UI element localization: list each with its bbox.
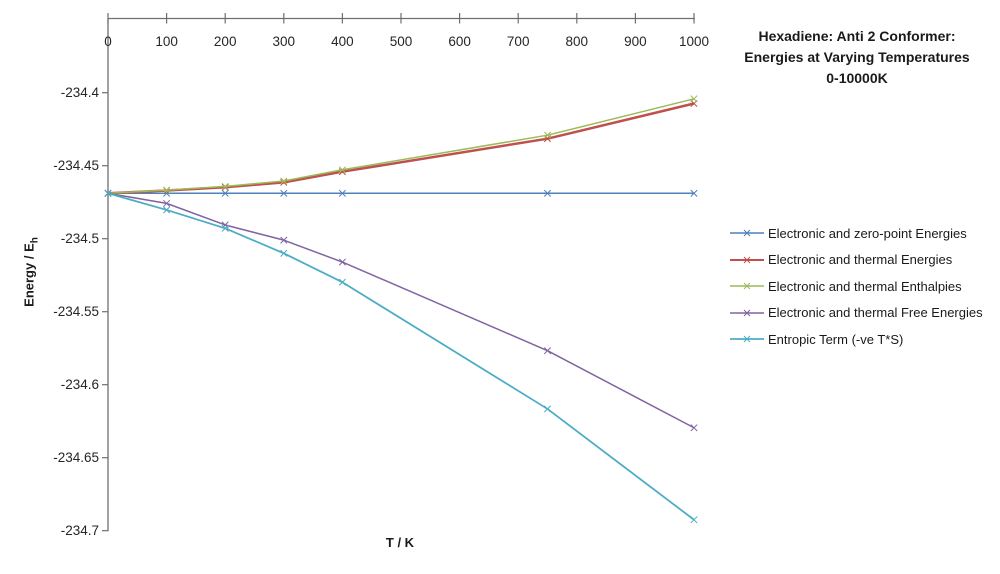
legend-item: Electronic and zero-point Energies [730, 220, 983, 247]
series-marker [221, 189, 229, 197]
series-marker [543, 347, 552, 355]
y-tick-label: -234.55 [53, 304, 99, 319]
series-marker [690, 424, 698, 432]
legend-x-marker-icon [743, 256, 751, 264]
series-marker [338, 189, 346, 197]
series-marker [104, 189, 112, 197]
series-marker [338, 166, 346, 174]
legend-line-marker-icon [730, 282, 764, 290]
series-line-2 [107, 98, 695, 195]
series-marker [221, 183, 229, 191]
legend-x-marker-icon [743, 309, 751, 317]
y-tick-label: -234.4 [61, 85, 100, 100]
legend-label: Electronic and thermal Energies [768, 252, 953, 268]
x-tick-label: 100 [155, 34, 178, 49]
legend-line-marker-icon [730, 309, 764, 317]
y-axis-title-subscript: h [29, 237, 41, 244]
series-line-3 [107, 192, 695, 429]
y-tick-label: -234.45 [53, 158, 99, 173]
legend-x-marker-icon [743, 335, 751, 343]
legend-line-marker-icon [730, 335, 764, 343]
x-tick-label: 200 [214, 34, 237, 49]
x-tick-label: 800 [566, 34, 589, 49]
legend-label: Electronic and zero-point Energies [768, 225, 967, 241]
legend-item: Entropic Term (-ve T*S) [730, 326, 983, 353]
legend-label: Entropic Term (-ve T*S) [768, 331, 904, 347]
chart-title-line-2: Energies at Varying Temperatures [744, 49, 970, 65]
x-tick-label: 0 [104, 34, 112, 49]
legend-line-marker-icon [730, 229, 764, 237]
x-tick-label: 700 [507, 34, 530, 49]
y-tick-label: -234.7 [61, 523, 99, 538]
legend: Electronic and zero-point Energies Electr… [730, 220, 983, 353]
legend-item: Electronic and thermal Energies [730, 247, 983, 274]
x-tick-label: 300 [273, 34, 296, 49]
legend-label: Electronic and thermal Enthalpies [768, 278, 962, 294]
x-tick-label: 900 [624, 34, 647, 49]
series-marker [543, 189, 552, 197]
y-tick-label: -234.6 [61, 377, 99, 392]
series-marker [163, 206, 171, 214]
legend-line-marker-icon [730, 256, 764, 264]
series-marker [163, 186, 171, 194]
series-marker [280, 189, 288, 197]
chart-title: Hexadiene: Anti 2 Conformer: Energies at… [712, 26, 1000, 89]
x-axis-title: T / K [385, 535, 415, 550]
y-tick-label: -234.5 [61, 231, 99, 246]
x-tick-label: 600 [448, 34, 471, 49]
y-tick-label: -234.65 [53, 450, 99, 465]
series-marker [543, 131, 552, 139]
series-line-4 [107, 192, 695, 521]
series-marker [163, 199, 171, 207]
chart-title-line-1: Hexadiene: Anti 2 Conformer: [758, 28, 956, 44]
legend-item: Electronic and thermal Enthalpies [730, 273, 983, 300]
series-marker [690, 189, 698, 197]
y-axis-title-text: Energy / E [21, 243, 37, 307]
series-marker [280, 249, 288, 257]
series-marker [280, 236, 288, 244]
x-tick-label: 500 [390, 34, 413, 49]
chart-title-line-3: 0-10000K [826, 70, 888, 86]
series-marker [690, 95, 698, 103]
x-tick-label: 1000 [679, 34, 709, 49]
series-marker [690, 516, 698, 524]
legend-x-marker-icon [743, 282, 751, 290]
legend-label: Electronic and thermal Free Energies [768, 305, 983, 321]
series-marker [338, 258, 346, 266]
x-tick-label: 400 [331, 34, 354, 49]
series-marker [280, 177, 288, 185]
series-marker [338, 278, 346, 286]
series-marker [543, 405, 552, 413]
y-axis-title: Energy / Eh [22, 237, 41, 307]
series-marker [221, 182, 229, 190]
legend-item: Electronic and thermal Free Energies [730, 300, 983, 327]
legend-x-marker-icon [743, 229, 751, 237]
series-line-1 [107, 102, 695, 195]
series-marker [221, 224, 229, 232]
series-marker [543, 135, 552, 143]
